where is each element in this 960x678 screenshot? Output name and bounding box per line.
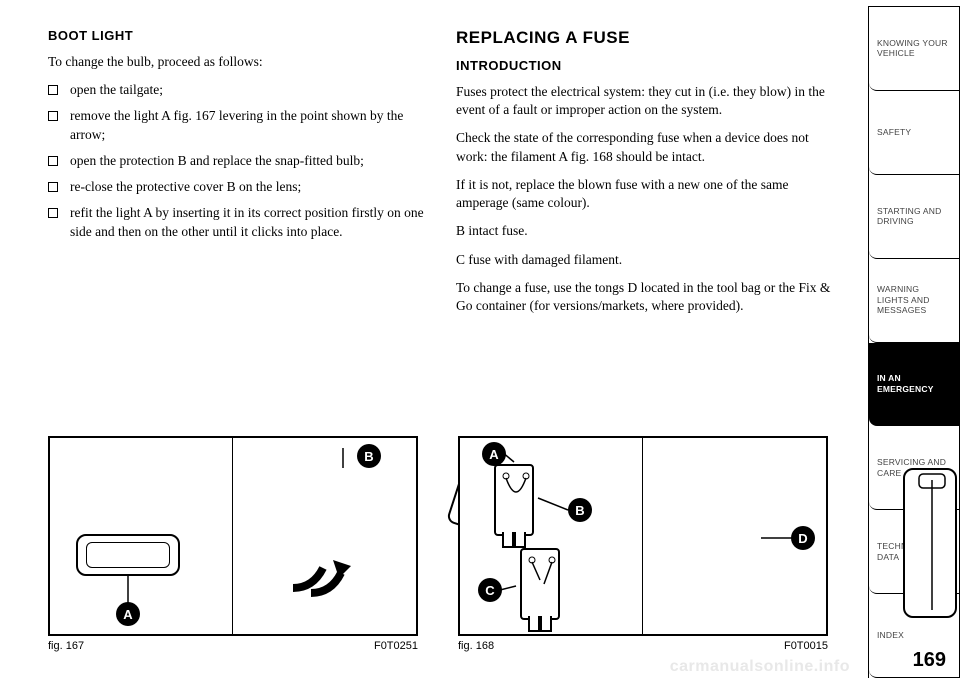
callout-b-icon: B (357, 444, 381, 468)
figure-row: A B fig. 167 F0T0251 (48, 436, 840, 652)
paragraph: Check the state of the corresponding fus… (456, 129, 832, 165)
tab-safety[interactable]: SAFETY (869, 91, 960, 175)
step-item: open the protection B and replace the sn… (48, 152, 424, 170)
paragraph: C fuse with damaged filament. (456, 251, 832, 269)
boot-light-intro: To change the bulb, proceed as follows: (48, 53, 424, 71)
step-item: refit the light A by inserting it in its… (48, 204, 424, 240)
tab-in-emergency[interactable]: IN AN EMERGENCY (869, 343, 960, 427)
watermark-text: carmanualsonline.info (670, 658, 850, 676)
tab-warning-lights[interactable]: WARNING LIGHTS AND MESSAGES (869, 259, 960, 343)
callout-d-icon: D (791, 526, 815, 550)
figure-168-image: A B C D (458, 436, 828, 636)
callout-a-icon: A (116, 602, 140, 626)
tab-knowing-vehicle[interactable]: KNOWING YOUR VEHICLE (869, 7, 960, 91)
figure-167-label: fig. 167 (48, 640, 84, 652)
page-number: 169 (913, 649, 946, 672)
figure-167-code: F0T0251 (374, 640, 418, 652)
callout-c-icon: C (478, 578, 502, 602)
boot-light-steps: open the tailgate; remove the light A fi… (48, 81, 424, 241)
step-item: re-close the protective cover B on the l… (48, 178, 424, 196)
callout-a-icon: A (482, 442, 506, 466)
figure-168: A B C D fig. 168 F0T0015 (458, 436, 828, 652)
figure-168-label: fig. 168 (458, 640, 494, 652)
boot-light-heading: BOOT LIGHT (48, 28, 424, 43)
replacing-fuse-title: REPLACING A FUSE (456, 28, 832, 48)
paragraph: Fuses protect the electrical system: the… (456, 83, 832, 119)
callout-b-icon: B (568, 498, 592, 522)
step-item: remove the light A fig. 167 levering in … (48, 107, 424, 143)
tab-starting-driving[interactable]: STARTING AND DRIVING (869, 175, 960, 259)
paragraph: B intact fuse. (456, 222, 832, 240)
figure-167: A B fig. 167 F0T0251 (48, 436, 418, 652)
figure-167-image: A B (48, 436, 418, 636)
paragraph: If it is not, replace the blown fuse wit… (456, 176, 832, 212)
figure-168-code: F0T0015 (784, 640, 828, 652)
step-item: open the tailgate; (48, 81, 424, 99)
paragraph: To change a fuse, use the tongs D locate… (456, 279, 832, 315)
introduction-heading: INTRODUCTION (456, 58, 832, 73)
